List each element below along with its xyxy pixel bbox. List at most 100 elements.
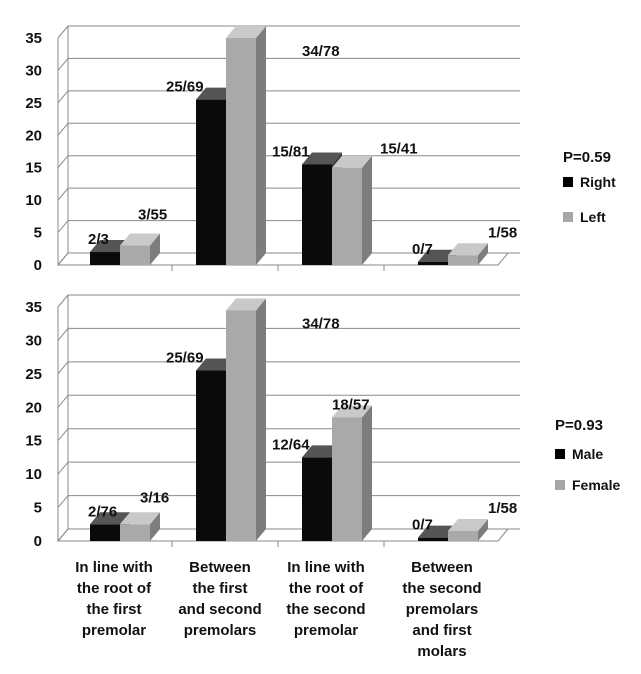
x-tick-label: the second <box>286 601 365 618</box>
gridline-slant <box>57 461 69 475</box>
gridline-slant <box>57 528 69 542</box>
legend-item-right: Right <box>580 174 616 190</box>
y-tick-label: 5 <box>34 225 42 242</box>
data-label: 0/7 <box>412 517 433 534</box>
bar-female <box>226 310 256 541</box>
gridline-slant <box>57 328 69 341</box>
x-tick-label: the first <box>86 601 141 618</box>
data-label: 1/58 <box>488 224 517 241</box>
bar-top-left <box>226 26 266 38</box>
data-label: 12/64 <box>272 436 310 453</box>
legend-swatch-female <box>555 480 565 490</box>
bar-side-female <box>362 405 372 541</box>
bar-side-female <box>150 512 160 541</box>
legend-item-male: Male <box>572 446 603 462</box>
x-tick-label: Between <box>411 559 473 576</box>
x-tick-label: Between <box>189 559 251 576</box>
bar-male <box>196 370 226 541</box>
data-label: 2/3 <box>88 231 109 248</box>
legend-swatch-right <box>563 177 573 187</box>
bar-left <box>226 38 256 265</box>
bar-side-left <box>362 155 372 265</box>
x-tick-label: premolars <box>406 601 479 618</box>
bar-female <box>448 530 478 541</box>
data-label: 2/76 <box>88 503 117 520</box>
gridline-slant <box>57 394 69 408</box>
gridline-slant <box>57 220 69 233</box>
y-tick-label: 30 <box>25 332 42 349</box>
y-tick-label: 0 <box>34 533 42 550</box>
bar-top-right <box>302 152 342 165</box>
gridline-slant <box>57 155 69 169</box>
chart-panel-1: 0 5 10 15 20 25 30 35 2/3 3/55 25/69 34/78 15/81 15/4… <box>25 25 616 274</box>
y-tick-label: 20 <box>25 399 42 416</box>
y-tick-label: 30 <box>25 62 42 79</box>
y-tick-label: 25 <box>25 95 42 112</box>
bar-female <box>332 417 362 541</box>
bar-side-female <box>478 518 488 541</box>
bar-top-female <box>448 518 488 531</box>
gridline-slant <box>57 252 69 266</box>
bar-top-left <box>120 233 160 246</box>
x-tick-label: premolar <box>294 622 358 639</box>
legend-title: P=0.59 <box>563 149 611 166</box>
legend-title: P=0.93 <box>555 417 603 434</box>
bar-side-left <box>150 233 160 265</box>
x-tick-label: premolar <box>82 622 146 639</box>
gridline-slant <box>57 495 69 508</box>
gridline-slant <box>57 58 69 71</box>
data-label: 3/16 <box>140 489 169 506</box>
x-tick-label: In line with <box>287 559 365 576</box>
bar-left <box>120 245 150 265</box>
x-tick-label: and second <box>178 601 261 618</box>
chart-panel-2: 0 5 10 15 20 25 30 35 2/76 3/16 25/69 34/78 12/64 18/… <box>25 294 620 660</box>
bar-male <box>302 457 332 541</box>
gridline-slant <box>57 294 69 308</box>
bar-top-female <box>332 405 372 418</box>
bar-right <box>90 252 120 265</box>
y-tick-label: 10 <box>25 192 42 209</box>
bar-top-female <box>226 298 266 311</box>
bar-left <box>448 255 478 265</box>
x-tick-label: and first <box>412 622 471 639</box>
bar-male <box>418 537 448 541</box>
gridline-slant <box>57 90 69 104</box>
x-tick-label: molars <box>417 643 466 660</box>
data-label: 15/81 <box>272 143 310 160</box>
y-tick-label: 10 <box>25 466 42 483</box>
data-label: 0/7 <box>412 241 433 258</box>
bar-side-female <box>256 298 266 541</box>
gridline-slant <box>57 122 69 136</box>
data-label: 18/57 <box>332 396 370 413</box>
bar-top-male <box>90 512 130 525</box>
legend-swatch-male <box>555 449 565 459</box>
gridline-slant <box>57 361 69 375</box>
bar-top-female <box>120 512 160 525</box>
y-tick-label: 35 <box>25 30 42 47</box>
legend-item-female: Female <box>572 477 620 493</box>
bar-right <box>302 164 332 265</box>
y-tick-label: 0 <box>34 257 42 274</box>
bar-left <box>332 167 362 265</box>
bar-top-left <box>448 243 488 256</box>
gridline-slant <box>57 428 69 442</box>
y-tick-label: 15 <box>25 160 42 177</box>
y-tick-label: 35 <box>25 299 42 316</box>
data-label: 1/58 <box>488 500 517 517</box>
bar-right <box>196 99 226 265</box>
bar-side-left <box>478 243 488 265</box>
x-tick-label: the root of <box>77 580 152 597</box>
data-label: 3/55 <box>138 207 167 224</box>
y-tick-label: 5 <box>34 500 42 517</box>
x-tick-label: premolars <box>184 622 257 639</box>
gridline-slant <box>57 187 69 201</box>
bar-right <box>418 261 448 265</box>
gridline-slant <box>57 25 69 39</box>
bar-female <box>120 524 150 541</box>
data-label: 25/69 <box>166 79 204 96</box>
x-tick-label: the root of <box>289 580 364 597</box>
x-tick-label: In line with <box>75 559 153 576</box>
data-label: 15/41 <box>380 141 418 158</box>
legend-swatch-left <box>563 212 573 222</box>
